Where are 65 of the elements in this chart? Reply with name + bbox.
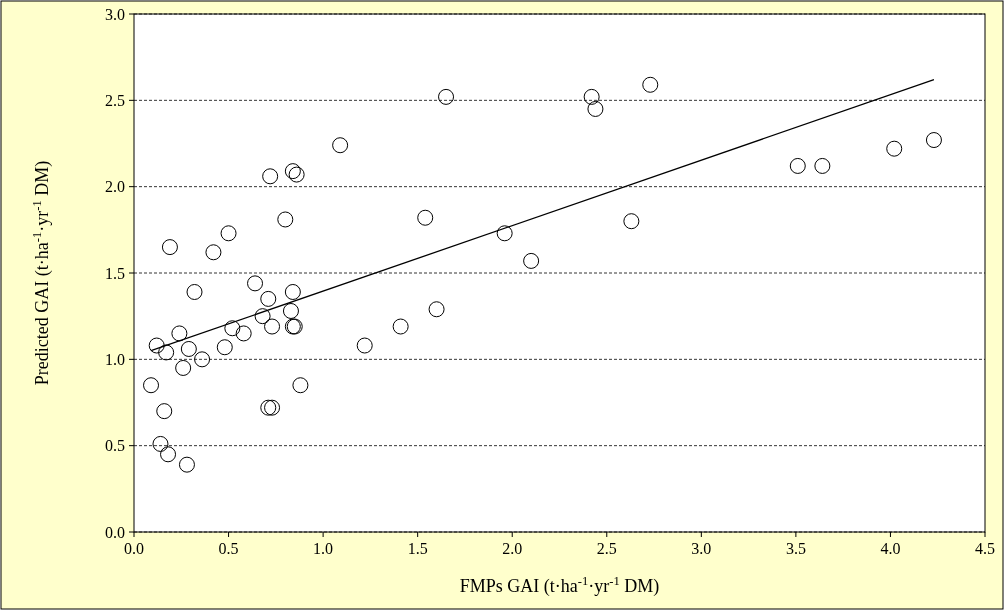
point — [392, 318, 409, 335]
y-tick-label: 2.0 — [105, 178, 125, 196]
x-tick-label: 2.0 — [502, 540, 523, 557]
point — [282, 303, 299, 319]
point — [161, 239, 178, 256]
y-tick-label: 0.5 — [105, 437, 125, 455]
x-tick-label: 1.5 — [407, 540, 428, 557]
point — [186, 284, 203, 300]
point — [292, 377, 309, 394]
point — [220, 225, 237, 242]
point — [264, 318, 281, 335]
point — [264, 399, 281, 416]
point — [583, 88, 600, 105]
y-tick-label: 1.5 — [105, 264, 125, 282]
point — [277, 211, 294, 228]
y-tick-label: 3.0 — [105, 5, 125, 23]
point — [247, 275, 264, 292]
point — [356, 337, 373, 354]
point — [175, 359, 192, 376]
x-tick-label: 0.0 — [124, 540, 144, 557]
point — [438, 88, 455, 105]
point — [284, 284, 301, 300]
point — [428, 301, 445, 318]
point — [152, 435, 169, 452]
point — [143, 377, 160, 394]
point — [789, 157, 806, 174]
point — [160, 446, 177, 463]
x-axis-title: FMPs GAI (t·ha$^{-1}$·yr$^{-1}$ DM) — [459, 574, 660, 597]
x-tick-label: 3.5 — [785, 540, 806, 557]
point — [288, 166, 305, 183]
x-tick-label: 4.5 — [975, 540, 995, 557]
point — [171, 325, 188, 342]
x-tick-label: 0.5 — [218, 540, 239, 557]
y-tick-label: 0.0 — [105, 523, 125, 541]
point — [148, 337, 165, 354]
point — [332, 137, 349, 154]
point — [260, 290, 277, 307]
x-tick-label: 3.0 — [691, 540, 712, 557]
point — [587, 100, 604, 117]
x-tick-label: 1.0 — [313, 540, 334, 557]
point — [194, 351, 211, 368]
point — [180, 340, 197, 357]
y-tick-label: 1.0 — [105, 350, 125, 368]
point — [886, 140, 903, 157]
point — [496, 225, 513, 242]
point — [814, 157, 831, 174]
point — [216, 339, 233, 356]
point — [254, 308, 271, 325]
point — [925, 132, 942, 149]
point — [224, 320, 241, 337]
point — [158, 344, 175, 361]
y-tick-label: 2.5 — [105, 91, 125, 109]
point — [284, 163, 301, 180]
x-tick-label: 4.0 — [880, 540, 901, 557]
point — [523, 252, 540, 269]
point — [260, 399, 277, 416]
x-tick-label: 2.5 — [596, 540, 617, 557]
point — [205, 244, 222, 261]
point — [623, 213, 640, 230]
point — [178, 456, 195, 473]
point — [417, 209, 434, 226]
point — [156, 403, 173, 420]
point — [235, 325, 252, 342]
point — [642, 76, 659, 93]
point — [262, 168, 279, 185]
